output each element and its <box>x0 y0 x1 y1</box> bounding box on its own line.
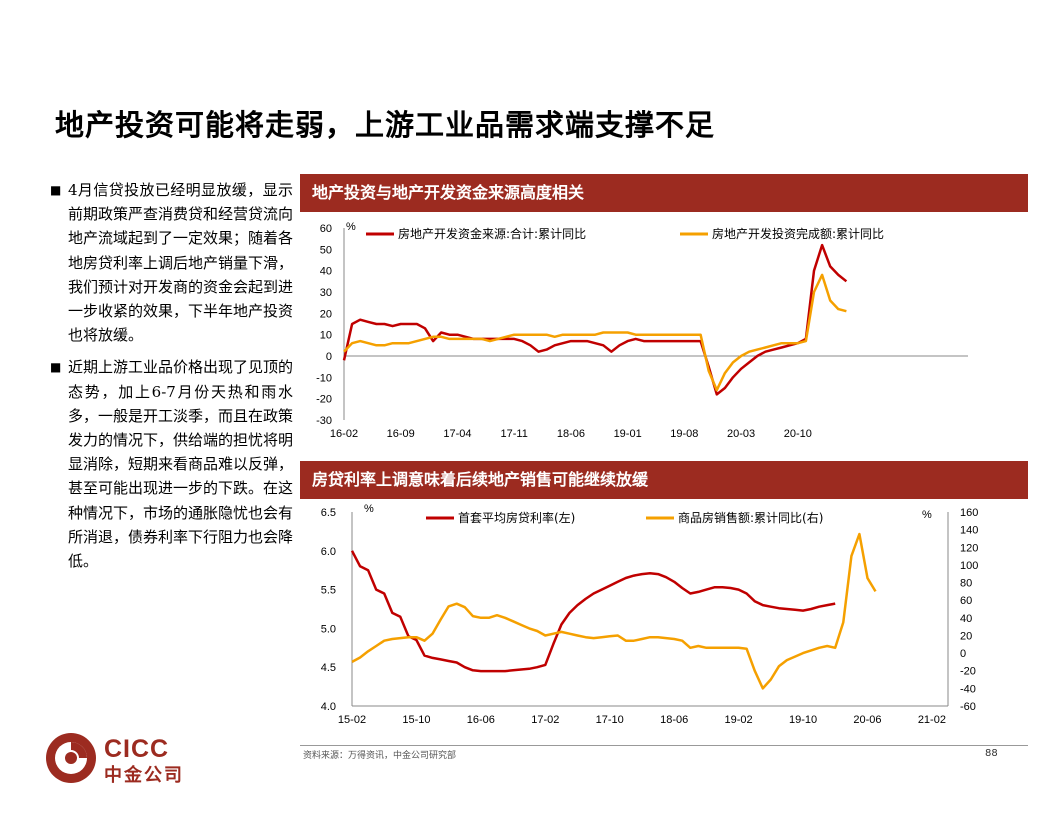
bullet-square-icon: ■ <box>50 360 62 375</box>
y-tick-label: 60 <box>320 223 332 235</box>
legend-label: 商品房销售额:累计同比(右) <box>678 510 823 525</box>
y-tick-label: 40 <box>320 266 332 278</box>
y-right-tick-label: -20 <box>960 666 976 678</box>
y-tick-label: -10 <box>316 372 332 384</box>
y-right-tick-label: 120 <box>960 542 978 554</box>
x-tick-label: 19-02 <box>725 714 753 726</box>
x-tick-label: 16-09 <box>387 428 415 440</box>
logo-text-cn: 中金公司 <box>104 765 184 786</box>
y-tick-label: 30 <box>320 287 332 299</box>
y-right-tick-label: 0 <box>960 648 966 660</box>
logo-text-en: CICC <box>104 735 170 763</box>
y-unit-label: % <box>346 221 356 233</box>
x-tick-label: 17-10 <box>596 714 624 726</box>
x-tick-label: 17-02 <box>531 714 559 726</box>
y-tick-label: 50 <box>320 244 332 256</box>
bullet-item: ■ 近期上游工业品价格出现了见顶的态势，加上6-7月份天热和雨水多，一般是开工淡… <box>50 355 293 573</box>
x-tick-label: 19-08 <box>670 428 698 440</box>
series-line <box>351 532 877 690</box>
x-tick-label: 20-03 <box>727 428 755 440</box>
x-tick-label: 15-02 <box>338 714 366 726</box>
y-left-tick-label: 5.5 <box>321 585 336 597</box>
y-right-tick-label: 60 <box>960 595 972 607</box>
y-left-tick-label: 6.5 <box>321 507 336 519</box>
y-tick-label: 0 <box>326 351 332 363</box>
y-right-unit-label: % <box>922 509 932 521</box>
footer-divider <box>300 745 1028 746</box>
x-tick-label: 16-02 <box>330 428 358 440</box>
x-tick-label: 18-06 <box>660 714 688 726</box>
bullet-list: ■ 4月信贷投放已经明显放缓，显示前期政策严查消费贷和经营贷流向地产流域起到了一… <box>50 178 293 581</box>
legend-label: 房地产开发资金来源:合计:累计同比 <box>398 226 586 241</box>
bullet-item: ■ 4月信贷投放已经明显放缓，显示前期政策严查消费贷和经营贷流向地产流域起到了一… <box>50 178 293 347</box>
legend-label: 首套平均房贷利率(左) <box>458 510 575 525</box>
y-right-tick-label: 140 <box>960 525 978 537</box>
chart1-title: 地产投资与地产开发资金来源高度相关 <box>300 174 1028 212</box>
y-right-tick-label: 160 <box>960 507 978 519</box>
y-left-unit-label: % <box>364 503 374 515</box>
series-line <box>342 243 848 396</box>
cicc-logo-icon <box>46 733 96 783</box>
chart2-title: 房贷利率上调意味着后续地产销售可能继续放缓 <box>300 461 1028 499</box>
x-tick-label: 15-10 <box>402 714 430 726</box>
y-right-tick-label: -40 <box>960 683 976 695</box>
legend-label: 房地产开发投资完成额:累计同比 <box>712 226 884 241</box>
y-right-tick-label: 100 <box>960 560 978 572</box>
y-left-tick-label: 4.0 <box>321 701 336 713</box>
series-line <box>350 550 836 673</box>
x-tick-label: 19-10 <box>789 714 817 726</box>
y-right-tick-label: -60 <box>960 701 976 713</box>
y-right-tick-label: 80 <box>960 578 972 590</box>
y-tick-label: 20 <box>320 308 332 320</box>
series-line <box>343 273 847 392</box>
y-left-tick-label: 6.0 <box>321 546 336 558</box>
x-tick-label: 16-06 <box>467 714 495 726</box>
y-left-tick-label: 5.0 <box>321 623 336 635</box>
bullet-text: 近期上游工业品价格出现了见顶的态势，加上6-7月份天热和雨水多，一般是开工淡季，… <box>68 358 294 571</box>
y-left-tick-label: 4.5 <box>321 662 336 674</box>
y-right-tick-label: 20 <box>960 630 972 642</box>
y-right-tick-label: 40 <box>960 613 972 625</box>
x-tick-label: 18-06 <box>557 428 585 440</box>
source-note: 资料来源：万得资讯，中金公司研究部 <box>303 751 457 761</box>
y-tick-label: -20 <box>316 394 332 406</box>
x-tick-label: 21-02 <box>918 714 946 726</box>
page-title: 地产投资可能将走弱，上游工业品需求端支撑不足 <box>55 108 716 142</box>
x-tick-label: 17-11 <box>501 428 528 440</box>
bullet-text: 4月信贷投放已经明显放缓，显示前期政策严查消费贷和经营贷流向地产流域起到了一定效… <box>68 181 294 345</box>
chart2: 6.5 6.0 5.5 5.0 4.5 4.0 160 140 120 100 80 60 40 20 0 -… <box>321 503 979 726</box>
page-number: 88 <box>985 748 998 759</box>
x-tick-label: 20-10 <box>784 428 812 440</box>
y-tick-label: -30 <box>316 415 332 427</box>
x-tick-label: 17-04 <box>443 428 471 440</box>
x-tick-label: 20-06 <box>853 714 881 726</box>
x-tick-label: 19-01 <box>614 428 642 440</box>
y-tick-label: 10 <box>320 330 332 342</box>
bullet-square-icon: ■ <box>50 183 62 197</box>
